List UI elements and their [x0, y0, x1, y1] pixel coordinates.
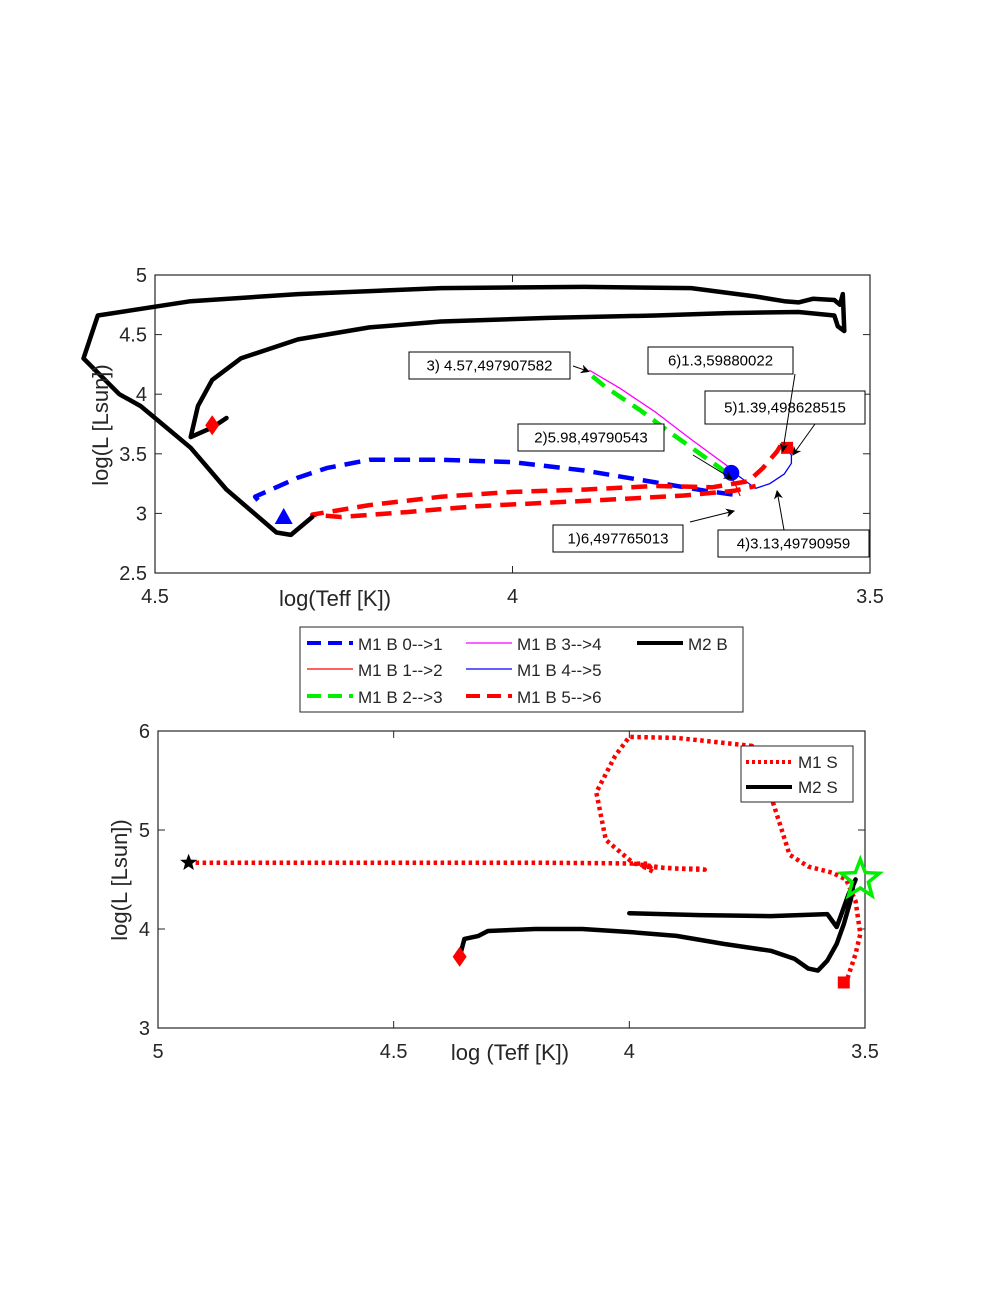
series-m1s — [188, 734, 863, 984]
legend-label-m1s: M1 S — [798, 753, 838, 772]
top-legend: M1 B 0-->1 M1 B 1-->2 M1 B 2-->3 M1 B 3-… — [299, 626, 744, 713]
top-y-tick-label: 4 — [136, 384, 147, 406]
annotation-text-a2: 2)5.98,49790543 — [534, 430, 647, 447]
top-y-tick-label: 3.5 — [119, 444, 147, 466]
marker-bdia — [452, 946, 467, 967]
bottom-y-tick-label: 5 — [139, 820, 150, 842]
legend-label-b34: M1 B 3-->4 — [517, 635, 602, 654]
annotation-arrow-a1 — [689, 508, 736, 523]
legend-label-b56: M1 B 5-->6 — [517, 688, 602, 707]
top-x-axis-label: log(Teff [K]) — [279, 586, 391, 611]
marker-bsq — [837, 976, 850, 989]
bottom-x-tick-label: 5 — [152, 1041, 163, 1063]
series-m2b — [81, 284, 847, 538]
top-y-tick-label: 4.5 — [119, 325, 147, 347]
annotation-arrow-a2 — [692, 454, 733, 480]
series-b01 — [252, 457, 741, 502]
bottom-legend: M1 S M2 S — [740, 745, 854, 803]
legend-label-m2s: M2 S — [798, 778, 838, 797]
marker-bstar — [180, 853, 198, 870]
annotation-box-a2 — [517, 423, 665, 452]
legend-label-b45: M1 B 4-->5 — [517, 661, 602, 680]
top-y-axis-label: log(L [Lsun]) — [88, 364, 113, 485]
annotation-arrow-a4 — [774, 489, 785, 531]
annotation-box-a6 — [647, 346, 794, 375]
annotation-box-a5 — [704, 390, 866, 425]
bottom-y-axis-label: log(L [Lsun]) — [107, 819, 132, 940]
marker-tri — [274, 507, 293, 524]
annotation-text-a1: 1)6,497765013 — [568, 531, 669, 548]
annotation-box-a1 — [552, 524, 684, 553]
legend-label-b23: M1 B 2-->3 — [358, 688, 443, 707]
top-x-tick-label: 4 — [507, 586, 518, 608]
bottom-x-tick-label: 4 — [624, 1041, 635, 1063]
annotation-arrow-a5 — [792, 423, 816, 456]
series-b56 — [310, 444, 783, 520]
marker-gstar — [836, 854, 884, 900]
top-y-tick-label: 5 — [136, 265, 147, 287]
bottom-legend-box — [740, 745, 854, 803]
top-x-tick-label: 3.5 — [856, 586, 884, 608]
legend-label-b01: M1 B 0-->1 — [358, 635, 443, 654]
top-x-tick-label: 4.5 — [141, 586, 169, 608]
annotation-arrow-a6 — [779, 373, 796, 453]
bottom-y-tick-label: 4 — [139, 919, 150, 941]
bottom-y-tick-label: 6 — [139, 721, 150, 743]
series-m2s — [457, 877, 858, 973]
legend-label-m2b: M2 B — [688, 635, 728, 654]
top-panel: 4.5 4 3.5 2.5 3 3.5 4 4.5 5 1)6,497765013 2)5.98,… — [81, 265, 884, 611]
top-y-tick-label: 2.5 — [119, 563, 147, 585]
annotation-box-a4 — [717, 529, 870, 558]
bottom-x-tick-label: 4.5 — [380, 1041, 408, 1063]
annotation-arrow-a3 — [572, 364, 590, 374]
annotation-text-a4: 4)3.13,49790959 — [737, 536, 850, 553]
series-b23 — [588, 372, 729, 475]
marker-dia — [205, 415, 220, 436]
series-b45 — [733, 445, 793, 490]
annotation-box-a3 — [408, 351, 571, 380]
bottom-x-tick-label: 3.5 — [851, 1041, 879, 1063]
legend-label-b12: M1 B 1-->2 — [358, 661, 443, 680]
bottom-y-tick-label: 3 — [139, 1018, 150, 1040]
annotation-text-a5: 5)1.39,498628515 — [724, 400, 846, 417]
bottom-x-axis-label: log (Teff [K]) — [451, 1040, 569, 1065]
annotation-text-a3: 3) 4.57,497907582 — [427, 358, 553, 375]
top-y-tick-label: 3 — [136, 503, 147, 525]
annotation-text-a6: 6)1.3,59880022 — [668, 353, 773, 370]
bottom-panel: 5 4.5 4 3.5 3 4 5 6 log (Teff [K]) log(L [Lsun]… — [107, 721, 884, 1065]
